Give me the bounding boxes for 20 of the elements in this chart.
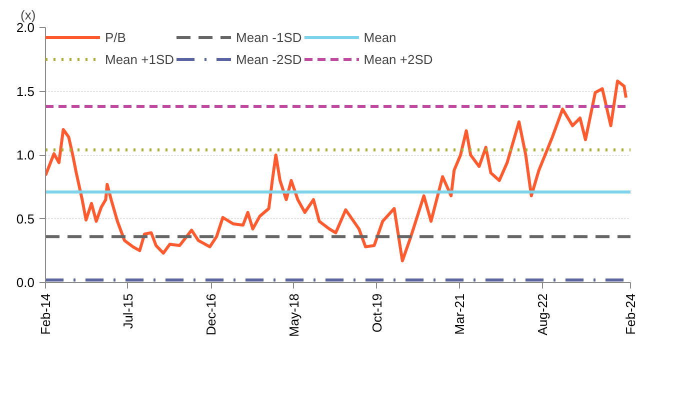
legend-label: Mean +1SD [105,52,174,66]
y-tick-label: 0.5 [16,211,35,226]
legend-label: Mean -2SD [236,52,302,66]
x-tick-label: Oct-19 [369,293,384,333]
line-series [46,80,628,262]
legend-label: P/B [105,30,126,44]
x-tick-label: May-18 [286,293,302,337]
legend-label: Mean +2SD [364,52,433,66]
x-tick-label: Feb-14 [38,293,53,335]
x-tick-label: Mar-21 [452,293,468,335]
x-tick-label: Aug-22 [535,294,550,336]
legend-label: Mean [364,30,396,44]
y-tick-label: 1.0 [16,148,35,162]
x-tick-label: Dec-16 [204,293,219,336]
x-tick-label: Jul-15 [120,293,136,329]
legend-label: Mean -1SD [236,30,302,44]
y-tick-label: 1.5 [16,84,35,99]
y-tick-label: 0.0 [16,275,35,290]
x-tick-label: Feb-24 [623,293,638,335]
y-axis-title: (x) [20,8,36,22]
